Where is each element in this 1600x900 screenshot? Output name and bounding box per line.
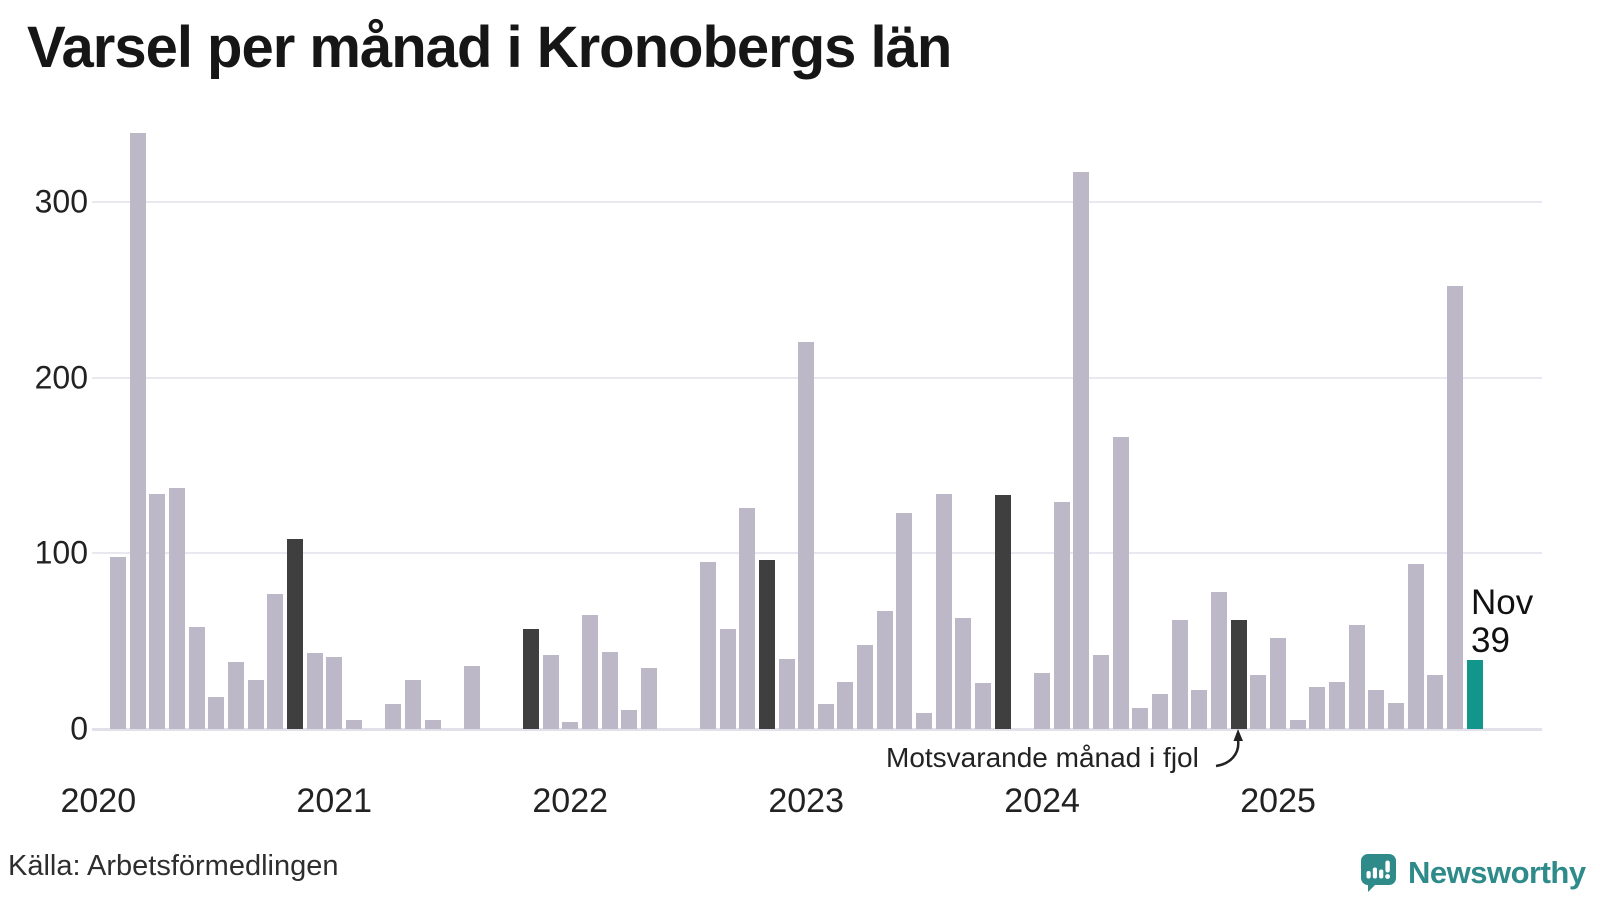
annotation-label: Motsvarande månad i fjol — [886, 742, 1199, 773]
bar-2023-04 — [857, 644, 874, 729]
x-axis-year-label: 2024 — [1004, 782, 1080, 820]
x-axis-year-label: 2022 — [532, 782, 609, 820]
bar-2020-08 — [227, 662, 244, 729]
gridline — [92, 376, 1542, 379]
bar-2024-05 — [1112, 437, 1129, 729]
bar-2022-10 — [739, 507, 756, 729]
bar-2020-09 — [247, 679, 264, 729]
x-axis-line — [92, 728, 1542, 731]
bar-2020-10 — [267, 593, 284, 729]
bar-2021-04 — [385, 704, 402, 729]
latest-month-label: Nov — [1471, 583, 1534, 622]
bar-2020-06 — [188, 627, 205, 729]
bar-2025-03 — [1309, 686, 1326, 729]
bar-2020-07 — [208, 697, 225, 729]
bar-2023-01 — [798, 342, 815, 729]
x-axis-year-label: 2023 — [768, 782, 844, 820]
bar-2022-03 — [601, 651, 618, 729]
bar-2024-09 — [1191, 690, 1208, 729]
source-label: Källa: Arbetsförmedlingen — [8, 850, 339, 882]
y-axis-tick-label: 300 — [34, 183, 88, 220]
newsworthy-logo: Newsworthy — [1360, 854, 1586, 892]
bar-2020-04 — [149, 493, 166, 729]
bar-2023-10 — [975, 683, 992, 729]
bar-2024-11 — [1230, 620, 1247, 729]
bar-2020-02 — [109, 556, 126, 729]
gridline — [92, 200, 1542, 203]
y-axis-tick-label: 0 — [70, 710, 88, 747]
bar-2024-03 — [1073, 172, 1090, 729]
bar-2023-02 — [817, 704, 834, 729]
bar-2020-12 — [306, 653, 323, 729]
bar-2021-08 — [463, 665, 480, 729]
bar-2024-04 — [1093, 655, 1110, 729]
bar-2024-06 — [1132, 707, 1149, 729]
x-axis-year-label: 2020 — [60, 782, 137, 820]
bar-2022-09 — [719, 628, 736, 729]
bar-2022-02 — [581, 614, 598, 729]
bar-2022-05 — [640, 667, 657, 729]
bar-2020-11 — [286, 539, 303, 729]
bar-2025-07 — [1388, 702, 1405, 729]
bar-2023-03 — [837, 681, 854, 729]
bar-2024-01 — [1034, 672, 1051, 729]
latest-value-label: 39 — [1471, 621, 1510, 660]
bar-2022-11 — [758, 560, 775, 729]
bar-2022-08 — [699, 562, 716, 729]
bar-2023-09 — [955, 618, 972, 729]
gridline — [92, 552, 1542, 555]
bar-2021-11 — [522, 628, 539, 729]
bar-2021-01 — [326, 656, 343, 729]
bar-2022-04 — [621, 709, 638, 729]
bar-2022-12 — [778, 658, 795, 729]
annotation-arrow-icon — [1215, 729, 1243, 768]
latest-bar-label: Nov 39 — [1471, 584, 1533, 660]
y-axis-tick-label: 100 — [34, 534, 88, 571]
bar-2025-10 — [1447, 286, 1464, 729]
bar-2023-11 — [994, 495, 1011, 729]
bar-2025-06 — [1368, 690, 1385, 729]
bar-2024-02 — [1053, 502, 1070, 729]
bar-2021-02 — [345, 720, 362, 729]
bar-2023-06 — [896, 512, 913, 729]
bar-2025-11 — [1466, 660, 1483, 729]
bar-2024-08 — [1171, 620, 1188, 729]
newsworthy-logo-text: Newsworthy — [1408, 855, 1586, 890]
bar-2022-01 — [562, 721, 579, 729]
x-axis-year-label: 2025 — [1240, 782, 1316, 820]
bar-2021-05 — [404, 679, 421, 729]
x-axis-year-label: 2021 — [296, 782, 373, 820]
bar-2024-12 — [1250, 674, 1267, 729]
newsworthy-logo-icon — [1361, 854, 1396, 892]
bar-2025-04 — [1329, 681, 1346, 729]
bar-2025-02 — [1289, 720, 1306, 729]
page-title: Varsel per månad i Kronobergs län — [27, 15, 952, 80]
bar-2025-09 — [1427, 674, 1444, 729]
bar-2024-10 — [1211, 591, 1228, 729]
bar-2021-06 — [424, 720, 441, 729]
bar-2024-07 — [1152, 693, 1169, 729]
bar-2025-01 — [1270, 637, 1287, 729]
bar-2023-05 — [876, 611, 893, 729]
bar-2025-08 — [1407, 563, 1424, 729]
y-axis-tick-label: 200 — [34, 359, 88, 396]
bar-2023-08 — [935, 493, 952, 729]
bar-2021-12 — [542, 655, 559, 729]
bar-2023-07 — [916, 713, 933, 729]
bar-2020-03 — [129, 133, 146, 729]
bar-2025-05 — [1348, 625, 1365, 729]
bar-2020-05 — [168, 488, 185, 729]
